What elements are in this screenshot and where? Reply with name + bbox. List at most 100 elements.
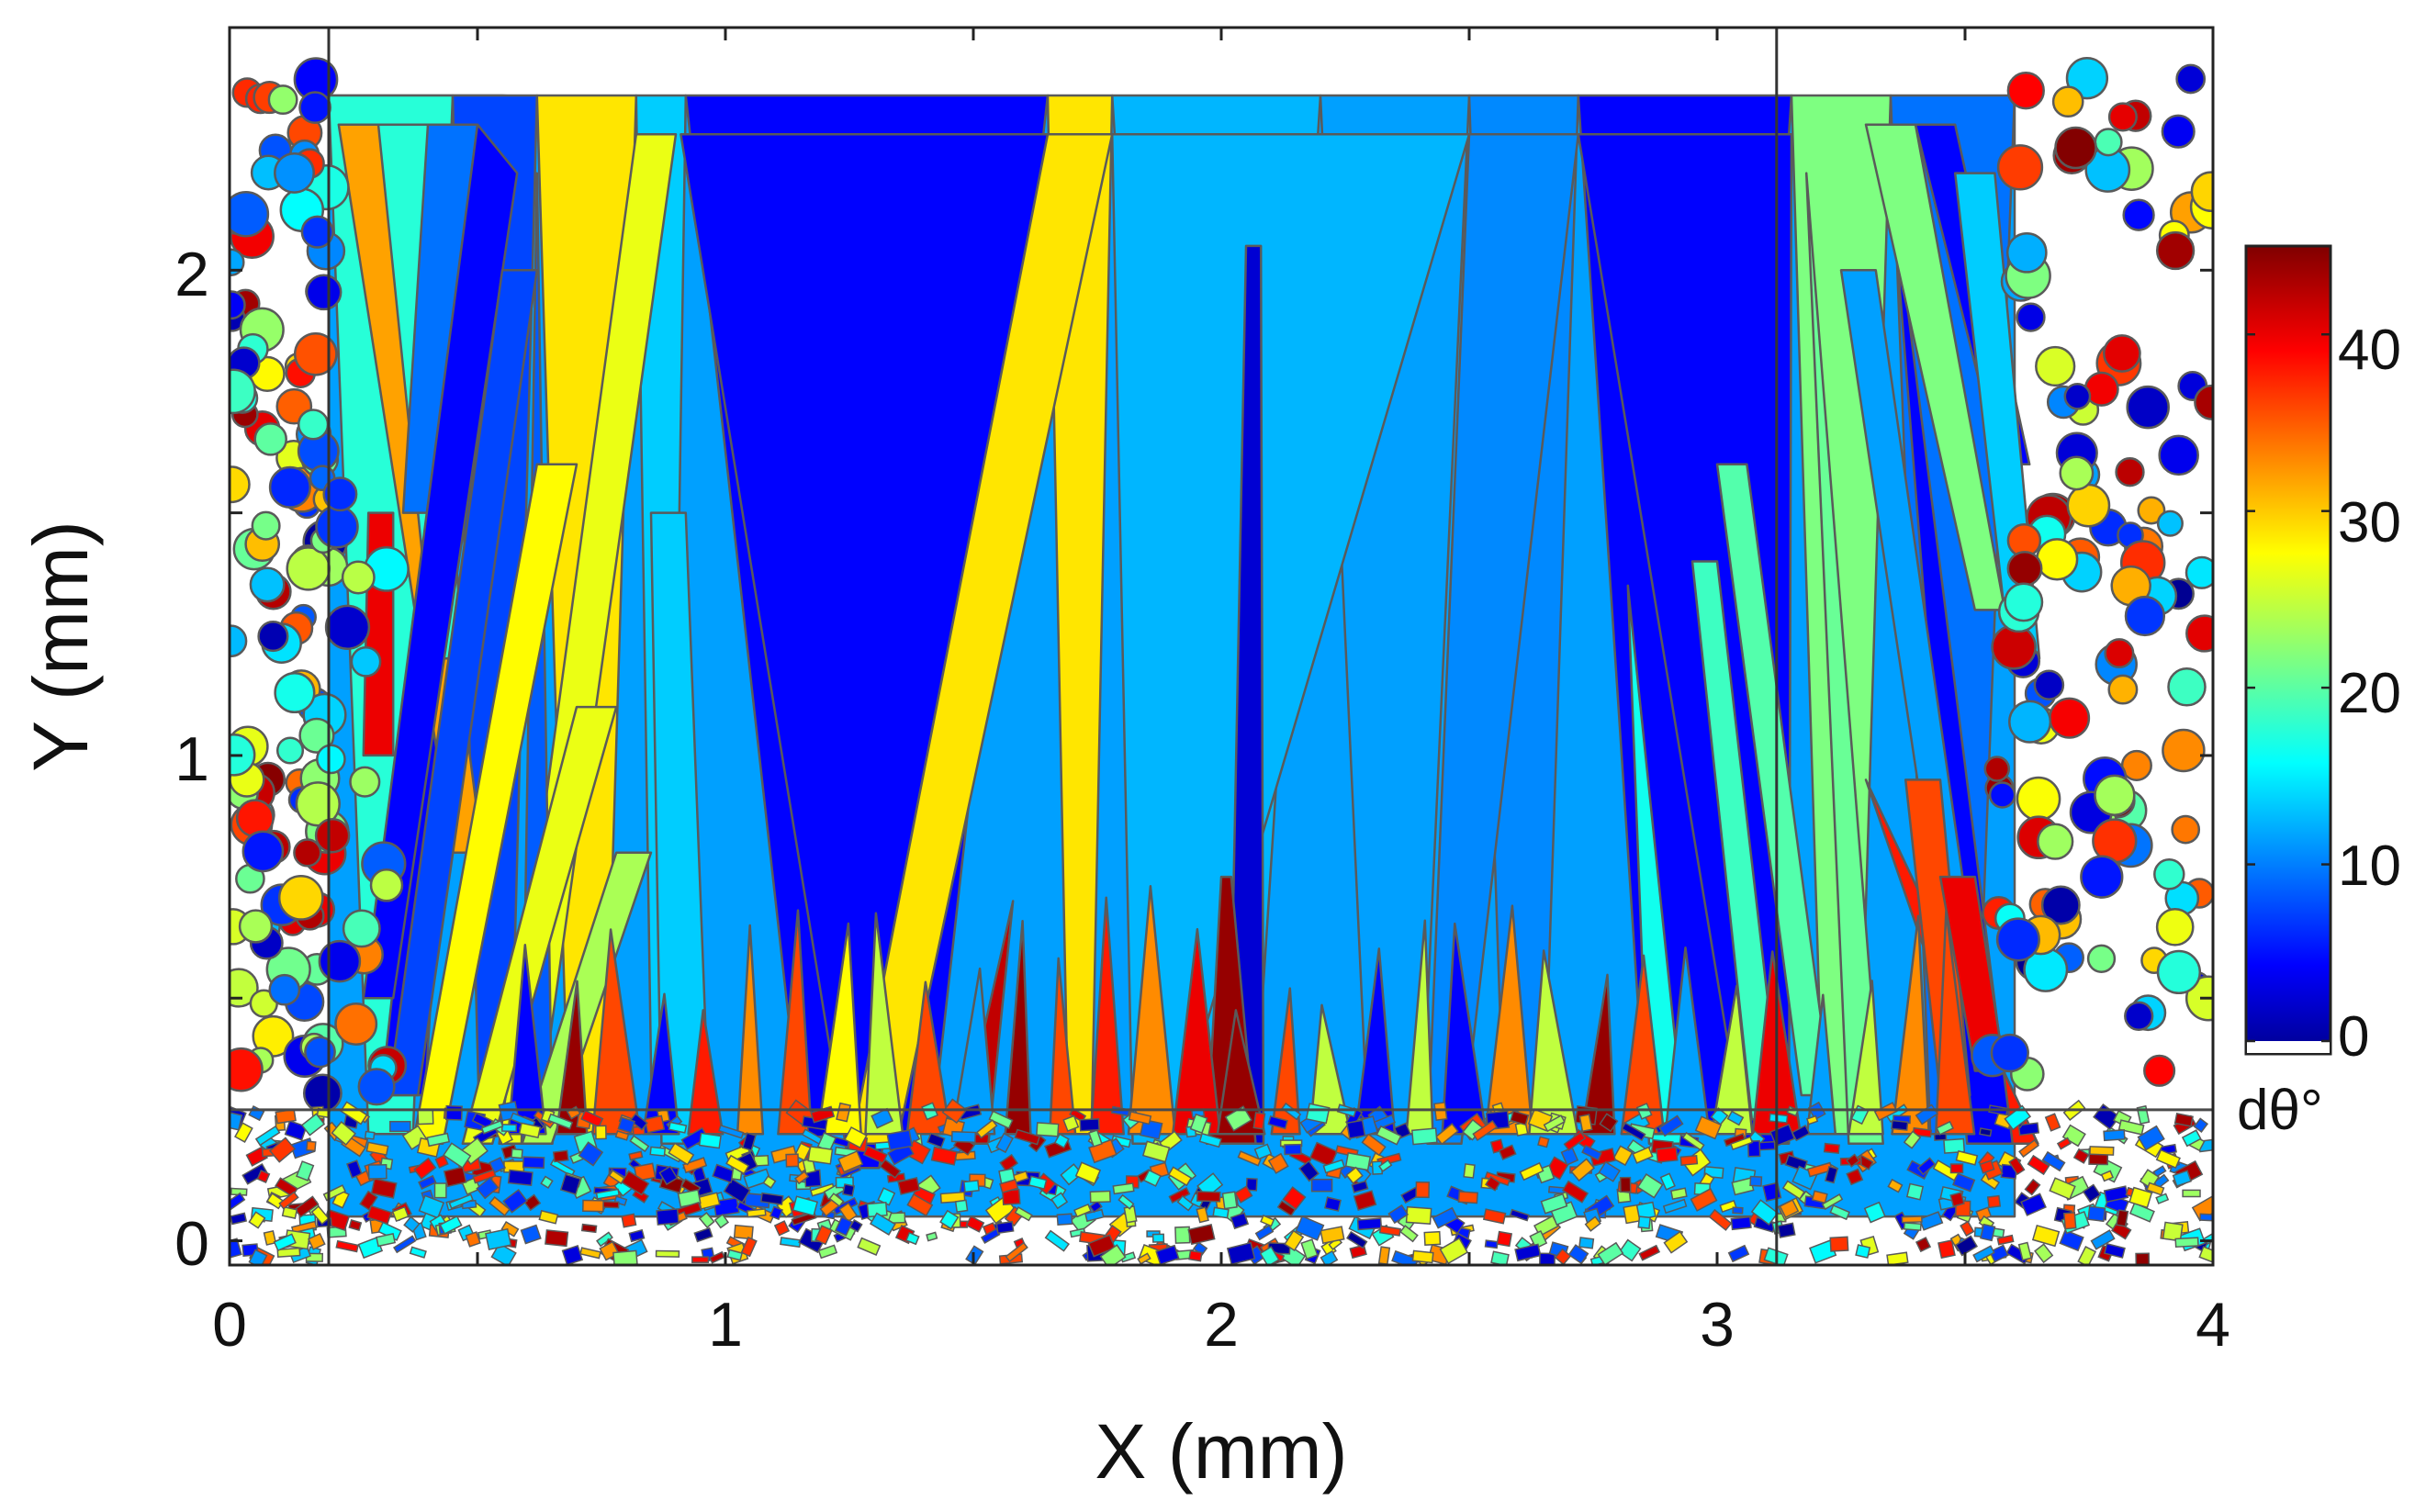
grain-sliver: [461, 705, 618, 1146]
colorbar-gradient: [2244, 244, 2332, 1056]
grain: [555, 980, 589, 1136]
substrate-grain: [310, 1205, 330, 1226]
substrate-grain: [2087, 1205, 2106, 1223]
substrate-grain: [2062, 1212, 2077, 1230]
substrate-grain: [844, 1126, 868, 1149]
substrate-grain: [621, 1170, 650, 1196]
powder-particle: [230, 368, 256, 415]
powder-particle: [2005, 231, 2048, 274]
grain: [1580, 973, 1616, 1136]
substrate-grain: [1320, 1226, 1345, 1245]
substrate-grain: [2173, 1113, 2194, 1127]
substrate-grain: [1749, 1175, 1763, 1187]
substrate-grain: [769, 1205, 784, 1221]
substrate-grain: [1415, 1181, 1431, 1199]
substrate-grain: [359, 1190, 378, 1211]
powder-particle: [230, 290, 246, 320]
powder-particle: [2066, 483, 2111, 528]
substrate-grain: [294, 1195, 320, 1218]
substrate-grain: [1356, 1217, 1383, 1231]
substrate-grain: [2089, 1146, 2115, 1156]
powder-particle: [305, 274, 343, 311]
substrate-grain: [718, 1124, 745, 1139]
substrate-grain: [547, 1113, 574, 1130]
grain: [1528, 949, 1579, 1136]
powder-particle: [300, 215, 334, 249]
substrate-grain: [256, 1170, 271, 1183]
substrate-grain: [995, 1220, 1015, 1235]
substrate-grain: [2027, 1154, 2050, 1176]
powder-particle: [2122, 198, 2155, 231]
substrate-grain: [1484, 1239, 1499, 1249]
substrate-grain: [614, 1130, 630, 1141]
substrate-grain: [1901, 1215, 1923, 1224]
axis-ticks: [228, 28, 2215, 1265]
x-tick-label: 0: [212, 1290, 247, 1360]
substrate-grain: [1376, 1125, 1402, 1146]
substrate-grain: [1905, 1182, 1925, 1201]
substrate-grain: [2103, 1129, 2126, 1142]
substrate-grain: [1659, 1172, 1676, 1191]
substrate-grain: [1432, 1206, 1459, 1229]
substrate-grain: [2155, 1193, 2170, 1204]
substrate-grain: [300, 1113, 326, 1137]
substrate-grain: [426, 1132, 451, 1148]
substrate-grain: [393, 1235, 417, 1254]
powder-particle: [267, 84, 298, 116]
powder-particle: [268, 973, 301, 1006]
substrate-grain: [837, 1150, 864, 1173]
substrate-grain: [1663, 1230, 1689, 1254]
substrate-grain: [306, 1140, 317, 1152]
substrate-grain: [582, 1199, 604, 1213]
substrate-grain: [370, 1178, 398, 1199]
substrate-grain: [1846, 1153, 1860, 1168]
substrate-grain: [1726, 1110, 1745, 1126]
substrate-grain: [1069, 1227, 1086, 1238]
substrate-grain: [1584, 1215, 1601, 1232]
substrate-grain: [1619, 1176, 1632, 1193]
substrate-grain: [1176, 1194, 1195, 1212]
substrate-grain: [417, 1108, 434, 1126]
substrate-grain: [793, 1170, 810, 1185]
powder-particle: [314, 817, 351, 854]
substrate-grain: [1570, 1158, 1596, 1182]
powder-particle: [318, 939, 362, 983]
substrate-grain: [629, 1113, 648, 1131]
substrate-grain: [2174, 1237, 2199, 1249]
powder-particle: [2054, 126, 2097, 170]
substrate-grain: [725, 1154, 750, 1175]
substrate-grain: [1308, 1141, 1339, 1168]
substrate-grain: [1044, 1229, 1071, 1252]
substrate-grain: [1887, 1178, 1904, 1193]
substrate-grain: [1028, 1175, 1048, 1190]
substrate-grain: [1284, 1229, 1305, 1252]
substrate-grain: [999, 1178, 1019, 1194]
substrate-grain: [1346, 1230, 1368, 1249]
substrate-grain: [507, 1169, 533, 1186]
columnar-grain: [680, 133, 1050, 1170]
substrate-grain: [485, 1227, 512, 1251]
substrate-grain: [999, 1153, 1019, 1172]
substrate-grain: [1598, 1160, 1621, 1182]
substrate-grain: [389, 1120, 411, 1133]
substrate-grain: [1732, 1206, 1744, 1215]
substrate-grain: [1155, 1244, 1180, 1265]
powder-particle: [1996, 144, 2044, 191]
powder-particle: [1995, 917, 2040, 962]
powder-particle: [2107, 674, 2139, 705]
substrate-grain: [1252, 1112, 1266, 1130]
substrate-grain: [1112, 1182, 1135, 1195]
substrate-grain: [1378, 1159, 1393, 1172]
substrate-grain: [1322, 1159, 1345, 1174]
substrate-grain: [1405, 1205, 1432, 1225]
substrate-grain: [682, 1157, 708, 1174]
powder-particle: [274, 151, 315, 194]
powder-particle: [2175, 63, 2207, 95]
substrate-grain: [2017, 1122, 2040, 1137]
substrate-grain: [500, 1124, 518, 1133]
substrate-grain: [1014, 1128, 1041, 1146]
powder-particle: [2016, 302, 2046, 332]
substrate-grain: [617, 1116, 635, 1134]
substrate-grain: [1891, 1119, 1909, 1131]
substrate-grain: [443, 1142, 472, 1170]
